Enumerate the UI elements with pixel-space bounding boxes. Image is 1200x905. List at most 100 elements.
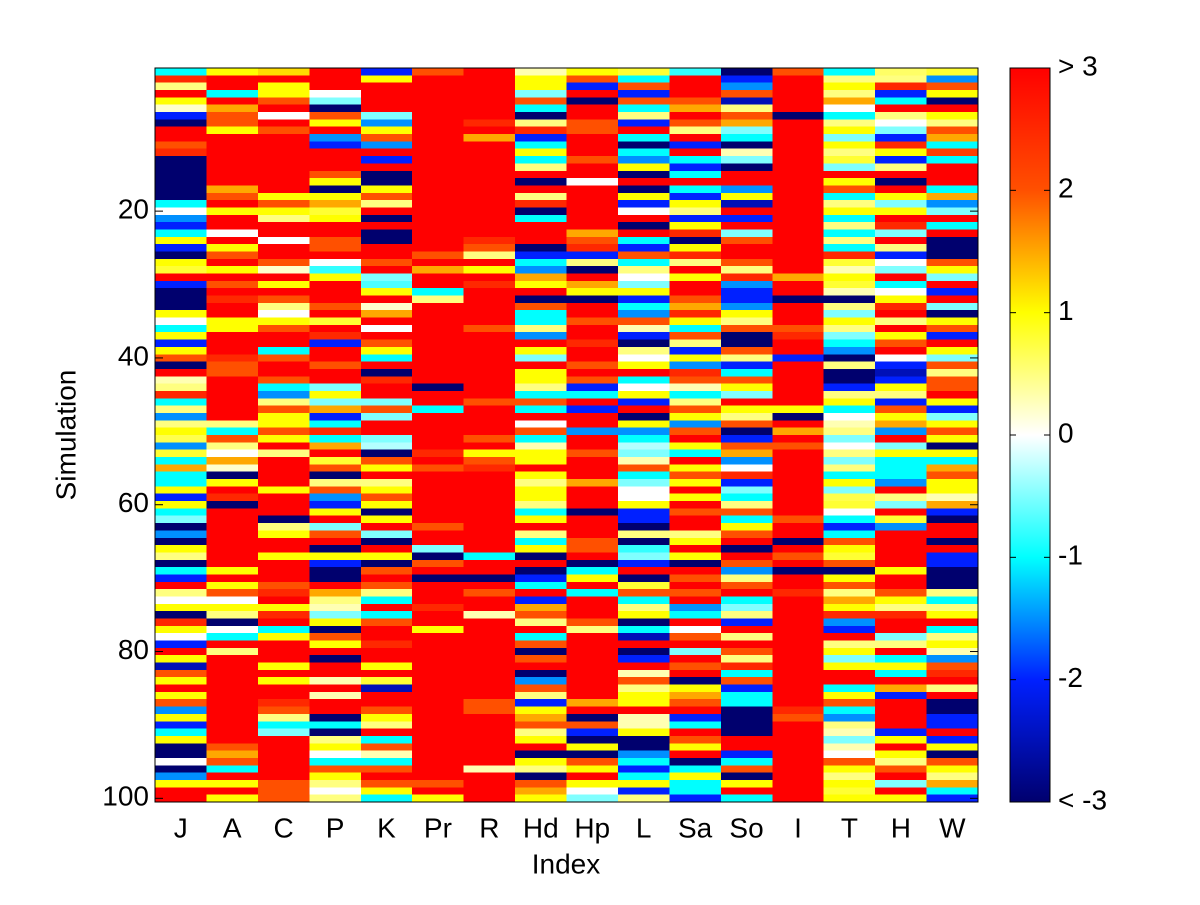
heatmap-cell bbox=[206, 603, 259, 612]
heatmap-cell bbox=[515, 537, 567, 546]
y-tick-label: 60 bbox=[118, 487, 149, 518]
heatmap-cell bbox=[257, 486, 310, 495]
heatmap-cell bbox=[515, 236, 567, 245]
heatmap-cell bbox=[463, 611, 516, 619]
heatmap-cell bbox=[875, 405, 928, 414]
heatmap-cell bbox=[772, 677, 825, 686]
heatmap-cell bbox=[206, 537, 259, 546]
heatmap-cell bbox=[669, 523, 722, 531]
heatmap-cell bbox=[720, 185, 773, 194]
heatmap-cell bbox=[155, 383, 207, 392]
heatmap-cell bbox=[463, 596, 516, 605]
heatmap-cell bbox=[257, 398, 310, 407]
heatmap-cell bbox=[309, 90, 362, 98]
heatmap-cell bbox=[926, 574, 979, 583]
heatmap-cell bbox=[412, 625, 465, 634]
heatmap-cell bbox=[463, 178, 516, 186]
heatmap-cell bbox=[720, 794, 773, 803]
heatmap-cell bbox=[772, 574, 825, 583]
heatmap-cell bbox=[823, 581, 876, 590]
heatmap-cell bbox=[669, 236, 722, 245]
heatmap-cell bbox=[875, 82, 928, 91]
heatmap-cell bbox=[875, 288, 928, 297]
heatmap-cell bbox=[772, 361, 825, 370]
heatmap-cell bbox=[309, 435, 362, 443]
heatmap-cell bbox=[206, 332, 259, 341]
heatmap-cell bbox=[515, 280, 567, 289]
heatmap-cell bbox=[360, 449, 413, 458]
heatmap-cell bbox=[412, 90, 465, 98]
heatmap-cell bbox=[515, 589, 567, 597]
heatmap-cell bbox=[257, 280, 310, 289]
heatmap-cell bbox=[412, 611, 465, 619]
heatmap-cell bbox=[360, 625, 413, 634]
x-tick-label: P bbox=[326, 812, 345, 843]
heatmap-cell bbox=[360, 383, 413, 392]
heatmap-cell bbox=[823, 251, 876, 260]
heatmap-cell bbox=[360, 295, 413, 304]
heatmap-cell bbox=[926, 457, 979, 465]
heatmap-cell bbox=[772, 295, 825, 304]
heatmap-cell bbox=[360, 75, 413, 84]
heatmap-cell bbox=[926, 222, 979, 230]
heatmap-cell bbox=[463, 523, 516, 531]
heatmap-cell bbox=[206, 324, 259, 333]
heatmap-cell bbox=[875, 229, 928, 238]
heatmap-cell bbox=[412, 596, 465, 605]
heatmap-cell bbox=[617, 611, 670, 619]
heatmap-cell bbox=[515, 559, 567, 568]
heatmap-cell bbox=[515, 611, 567, 619]
heatmap-cell bbox=[875, 156, 928, 164]
heatmap-cell bbox=[155, 611, 207, 619]
heatmap-cell bbox=[772, 713, 825, 722]
heatmap-cell bbox=[875, 310, 928, 319]
heatmap-cell bbox=[515, 787, 567, 796]
heatmap-cell bbox=[875, 134, 928, 142]
heatmap-cell bbox=[926, 530, 979, 539]
heatmap-cell bbox=[463, 324, 516, 333]
heatmap-cell bbox=[669, 126, 722, 135]
heatmap-cell bbox=[566, 398, 619, 407]
heatmap-cell bbox=[309, 405, 362, 414]
heatmap-cell bbox=[720, 728, 773, 737]
heatmap-cell bbox=[720, 647, 773, 656]
heatmap-cell bbox=[617, 684, 670, 693]
heatmap-cell bbox=[412, 68, 465, 76]
heatmap-cell bbox=[257, 713, 310, 722]
heatmap-cell bbox=[669, 185, 722, 194]
heatmap-cell bbox=[772, 647, 825, 656]
heatmap-cell bbox=[566, 479, 619, 487]
heatmap-cell bbox=[412, 706, 465, 715]
heatmap-cell bbox=[926, 75, 979, 84]
heatmap-cell bbox=[875, 317, 928, 326]
heatmap-cell bbox=[617, 464, 670, 473]
heatmap-cell bbox=[412, 479, 465, 487]
heatmap-cell bbox=[875, 779, 928, 788]
heatmap-cell bbox=[155, 236, 207, 245]
heatmap-cell bbox=[669, 427, 722, 436]
heatmap-cell bbox=[617, 435, 670, 443]
heatmap-cell bbox=[155, 82, 207, 91]
heatmap-cell bbox=[206, 368, 259, 377]
heatmap-cell bbox=[617, 361, 670, 370]
heatmap-cell bbox=[515, 82, 567, 91]
heatmap-cell bbox=[360, 559, 413, 568]
heatmap-cell bbox=[566, 90, 619, 98]
heatmap-cell bbox=[155, 457, 207, 465]
heatmap-cell bbox=[875, 728, 928, 737]
heatmap-cell bbox=[823, 655, 876, 664]
heatmap-cell bbox=[617, 449, 670, 458]
heatmap-cell bbox=[257, 750, 310, 759]
heatmap-cell bbox=[309, 493, 362, 502]
heatmap-cell bbox=[463, 229, 516, 238]
heatmap-cell bbox=[926, 354, 979, 363]
heatmap-cell bbox=[463, 545, 516, 553]
heatmap-cell bbox=[155, 420, 207, 429]
heatmap-cell bbox=[720, 295, 773, 304]
heatmap-cell bbox=[309, 376, 362, 385]
heatmap-cell bbox=[412, 581, 465, 590]
heatmap-cell bbox=[309, 420, 362, 429]
heatmap-cell bbox=[566, 449, 619, 458]
heatmap-cell bbox=[669, 156, 722, 164]
heatmap-cell bbox=[823, 508, 876, 517]
